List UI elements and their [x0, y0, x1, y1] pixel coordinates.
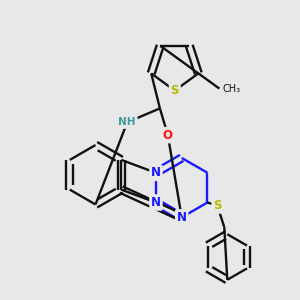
- Text: N: N: [151, 196, 161, 209]
- Text: S: S: [170, 84, 179, 97]
- Text: O: O: [163, 129, 173, 142]
- Text: N: N: [151, 166, 161, 179]
- Text: S: S: [213, 199, 222, 212]
- Text: NH: NH: [118, 117, 136, 127]
- Text: CH₃: CH₃: [222, 84, 240, 94]
- Text: N: N: [177, 211, 187, 224]
